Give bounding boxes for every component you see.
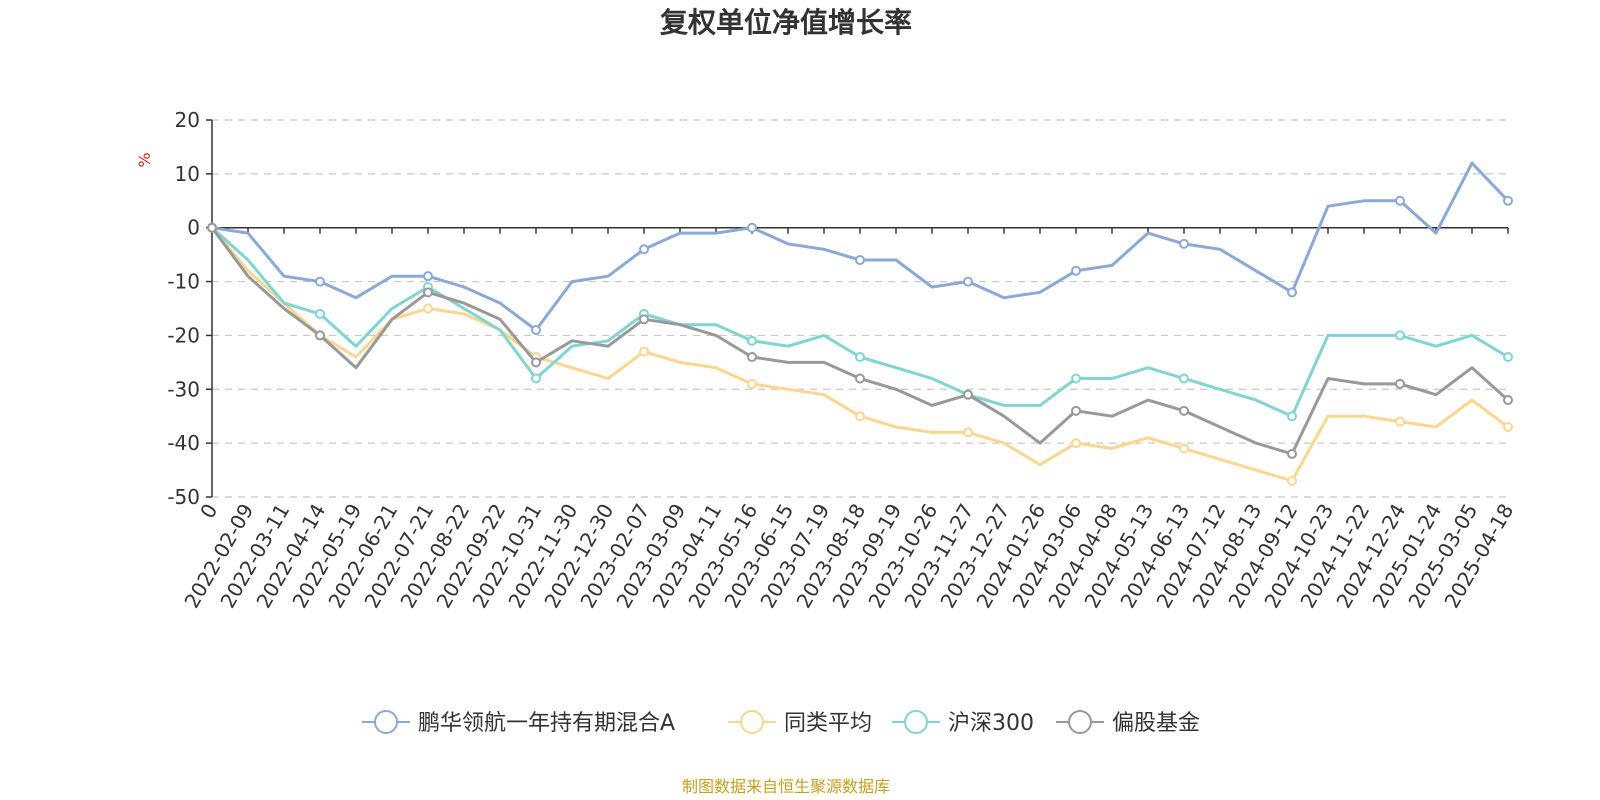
data-point [1503,195,1513,206]
data-point [1395,378,1405,389]
data-point [1179,405,1189,416]
data-point [1503,421,1513,432]
data-point [855,351,865,362]
x-axis-ticks: 02022-02-092022-03-112022-04-142022-05-1… [179,227,1518,612]
legend-label: 鹏华领航一年持有期混合A [418,711,675,736]
data-point [207,222,217,233]
data-point [747,222,757,233]
data-point [1287,287,1297,298]
data-point [639,244,649,255]
y-tick-label: -40 [167,431,200,455]
y-axis-unit: % [135,152,154,167]
data-point [423,287,433,298]
data-point [423,271,433,282]
data-point [1503,351,1513,362]
legend-item[interactable]: 同类平均 [728,710,872,736]
source-note: 制图数据来自恒生聚源数据库 [682,777,890,796]
data-point [1395,416,1405,427]
data-point [855,373,865,384]
data-point [1071,438,1081,449]
data-point [423,303,433,314]
data-point [1503,395,1513,406]
data-point [1179,443,1189,454]
data-point [1395,195,1405,206]
data-point [747,378,757,389]
legend[interactable]: 鹏华领航一年持有期混合A 同类平均 沪深300 偏股基金 [362,710,1200,736]
data-point [315,308,325,319]
data-point [1179,373,1189,384]
series-line-0 [210,161,1510,332]
data-point [747,351,757,362]
y-tick-label: -10 [167,270,200,294]
data-point [531,357,541,368]
y-tick-label: 10 [175,162,200,186]
y-tick-label: -20 [167,323,200,347]
data-point [1287,411,1297,422]
y-axis-ticks: 20 10 0 -10 -20 -30 -40 -50 [167,108,1508,509]
legend-marker [1068,710,1092,734]
data-point [315,330,325,341]
data-point [1071,265,1081,276]
data-point [1395,330,1405,341]
legend-label: 偏股基金 [1112,711,1200,736]
legend-marker [740,710,764,734]
data-point [531,325,541,336]
chart-title: 复权单位净值增长率 [660,6,912,39]
grid-lines [212,119,1508,498]
data-point [1287,475,1297,486]
legend-label: 同类平均 [784,711,872,736]
data-point [531,373,541,384]
data-point [747,335,757,346]
legend-item[interactable]: 偏股基金 [1056,710,1200,736]
x-tick-label: 0 [195,500,222,523]
legend-marker [904,710,928,734]
data-point [855,411,865,422]
legend-marker [374,710,398,734]
data-point [639,314,649,325]
data-point [1071,373,1081,384]
data-point [1287,448,1297,459]
y-tick-label: 20 [175,108,200,132]
data-point [639,346,649,357]
data-point [963,276,973,287]
data-point [1071,405,1081,416]
data-point [855,255,865,266]
data-point [963,389,973,400]
data-point [1179,238,1189,249]
data-point [963,427,973,438]
legend-label: 沪深300 [948,711,1034,736]
y-tick-label: 0 [187,216,200,240]
series-lines [207,161,1513,486]
legend-item[interactable]: 沪深300 [892,710,1034,736]
y-tick-label: -50 [167,485,200,509]
y-tick-label: -30 [167,377,200,401]
data-point [315,276,325,287]
legend-item[interactable]: 鹏华领航一年持有期混合A [362,710,675,736]
